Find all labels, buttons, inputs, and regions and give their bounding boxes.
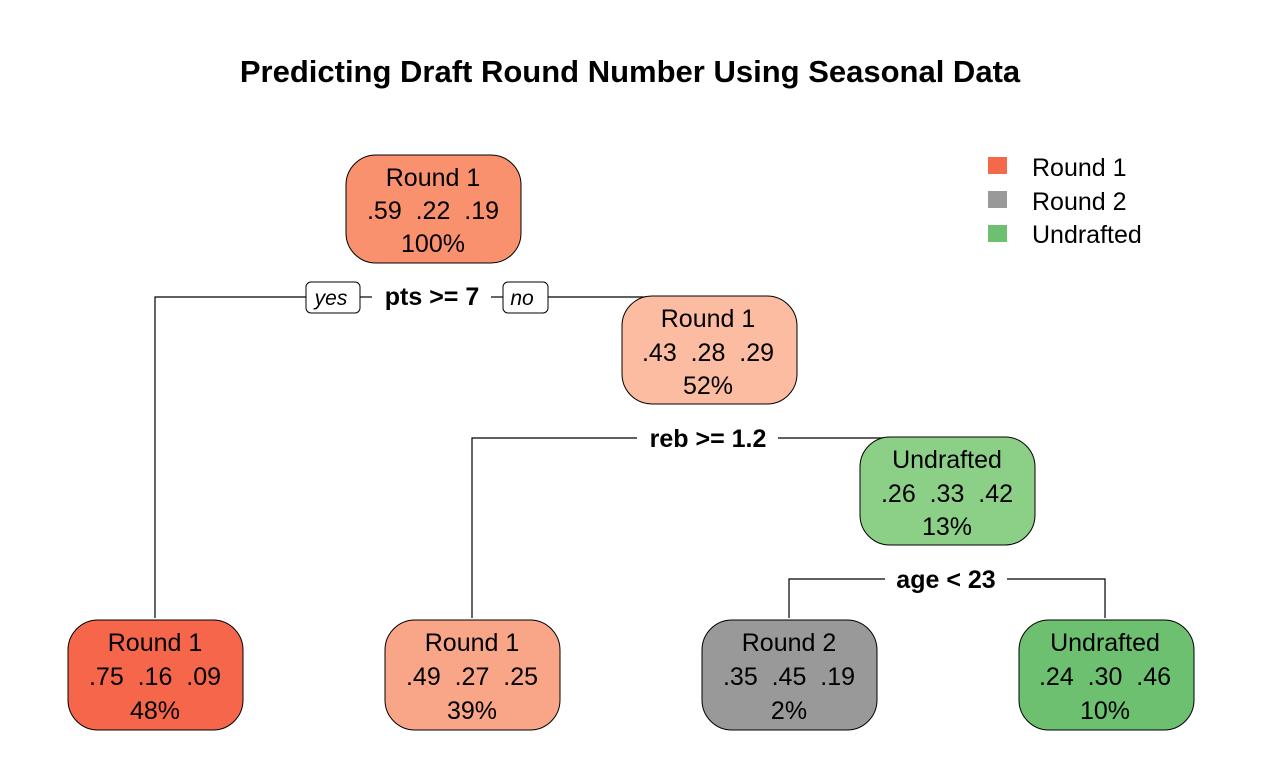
leaf-4-probs: .24 .30 .46 — [1039, 663, 1171, 691]
node-root-percent: 100% — [401, 230, 465, 258]
leaf-3-class: Round 2 — [742, 629, 837, 657]
legend-label-undrafted: Undrafted — [1032, 221, 1142, 249]
edge-yes-to-leaf1 — [154, 296, 306, 618]
node-no-branch-percent: 52% — [683, 372, 733, 400]
leaf-2-class: Round 1 — [425, 629, 520, 657]
split-rule-pts: pts >= 7 — [385, 283, 480, 311]
leaf-4-box — [1018, 619, 1195, 731]
legend-label-round-1: Round 1 — [1032, 154, 1127, 182]
leaf-1-box — [67, 619, 244, 731]
node-undrafted-inner-percent: 13% — [922, 513, 972, 541]
edge-reb-left — [471, 437, 637, 618]
node-root-class: Round 1 — [386, 164, 481, 192]
legend-item-round-2: Round 2 — [988, 188, 1127, 216]
chart-title: Predicting Draft Round Number Using Seas… — [240, 54, 1021, 89]
legend: Round 1 Round 2 Undrafted — [988, 154, 1142, 249]
leaf-3: Round 2 .35 .45 .19 2% — [701, 619, 878, 731]
split-pts: yes pts >= 7 no — [305, 281, 549, 314]
node-root-box — [345, 154, 522, 264]
legend-item-round-1: Round 1 — [988, 154, 1127, 182]
leaf-1-percent: 48% — [130, 697, 180, 725]
leaf-2-box — [384, 619, 561, 731]
leaf-4-class: Undrafted — [1050, 629, 1160, 657]
edge-age-right — [1007, 578, 1106, 618]
legend-swatch-round-1 — [988, 157, 1007, 174]
legend-label-round-2: Round 2 — [1032, 188, 1127, 216]
leaf-3-percent: 2% — [771, 697, 807, 725]
node-undrafted-inner-box — [859, 436, 1036, 546]
leaf-2-percent: 39% — [447, 697, 497, 725]
node-root-probs: .59 .22 .19 — [367, 197, 499, 225]
node-no-branch-probs: .43 .28 .29 — [642, 339, 774, 367]
legend-swatch-round-2 — [988, 191, 1007, 208]
node-undrafted-inner-probs: .26 .33 .42 — [881, 480, 1013, 508]
yes-label-box — [305, 281, 361, 314]
node-root: Round 1 .59 .22 .19 100% — [345, 154, 522, 264]
node-no-branch-box — [621, 295, 798, 405]
leaf-4: Undrafted .24 .30 .46 10% — [1018, 619, 1195, 731]
leaf-1: Round 1 .75 .16 .09 48% — [67, 619, 244, 731]
edge-age-left — [788, 578, 885, 618]
leaf-2-probs: .49 .27 .25 — [406, 663, 538, 691]
leaf-1-probs: .75 .16 .09 — [89, 663, 221, 691]
leaf-2: Round 1 .49 .27 .25 39% — [384, 619, 561, 731]
yes-label: yes — [313, 287, 348, 310]
no-label-box — [502, 281, 549, 314]
no-label: no — [510, 287, 534, 310]
node-no-branch: Round 1 .43 .28 .29 52% — [621, 295, 798, 405]
leaf-3-probs: .35 .45 .19 — [723, 663, 855, 691]
leaf-1-class: Round 1 — [108, 629, 203, 657]
node-undrafted-inner: Undrafted .26 .33 .42 13% — [859, 436, 1036, 546]
split-rule-reb: reb >= 1.2 — [650, 425, 767, 453]
node-no-branch-class: Round 1 — [661, 305, 756, 333]
split-rule-age: age < 23 — [896, 566, 995, 594]
leaf-3-box — [701, 619, 878, 731]
legend-item-undrafted: Undrafted — [988, 221, 1142, 249]
node-undrafted-inner-class: Undrafted — [892, 446, 1002, 474]
legend-swatch-undrafted — [988, 225, 1007, 242]
leaf-4-percent: 10% — [1080, 697, 1130, 725]
